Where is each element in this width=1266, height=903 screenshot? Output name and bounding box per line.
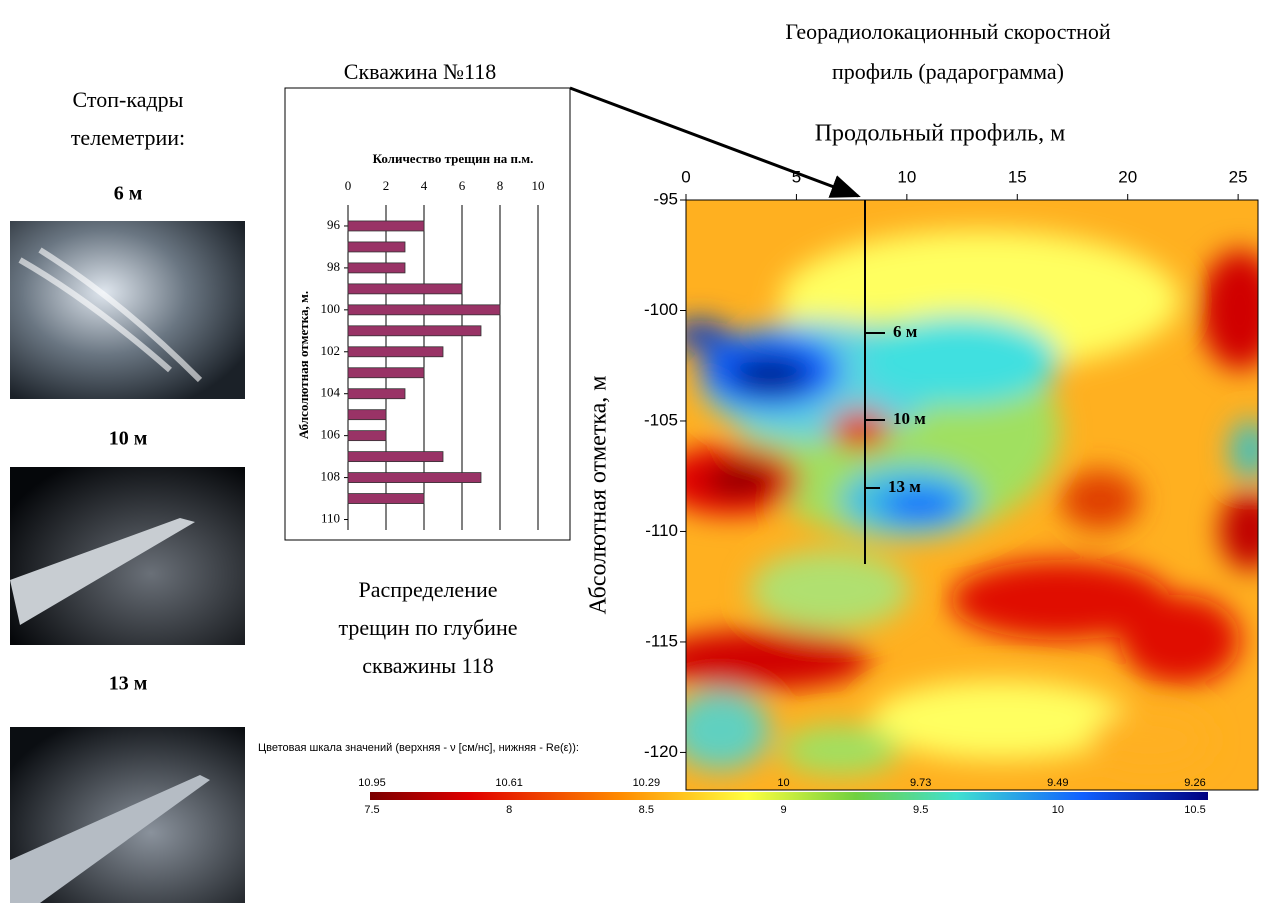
colorbar-label: 8 [506,804,512,816]
bar [347,325,482,337]
x-tick-label: 6 [459,178,466,193]
bar [347,304,501,316]
y-tick-label: 106 [321,427,341,442]
y-axis-label: Аблсолютная отметка, м. [296,291,311,439]
bar [347,346,444,358]
plot-frame [685,199,1259,791]
x-tick-label: 2 [383,178,390,193]
colorbar-label: 10 [777,777,789,789]
colorbar-label: 10 [1052,804,1064,816]
bar-title: Количество трещин на п.м. [373,151,534,166]
colorbar-label: 9.49 [1047,777,1068,789]
bar [347,388,406,400]
y-tick-label: -95 [653,189,678,208]
colorbar-label: 10.29 [633,777,661,789]
depth-label: 13 м [888,477,921,496]
profile-title: профиль (радарограмма) [832,59,1064,84]
bar [347,409,387,421]
y-tick-label: 100 [321,301,341,316]
colorbar-label: 7.5 [364,804,379,816]
bar [347,493,425,504]
contour-field [686,200,1258,790]
y-tick-label: 96 [327,217,341,232]
x-tick-label: 0 [345,178,352,193]
y-axis-label: Абсолютная отметка, м [586,376,612,615]
y-tick-label: -100 [644,300,678,319]
colorbar-label: 10.95 [358,777,386,789]
bar [347,451,444,463]
telemetry-title: Стоп-кадры [73,87,184,112]
arrow [569,86,861,198]
photo-detail [18,247,203,383]
y-tick-label: -115 [645,631,678,650]
bar-caption: скважины 118 [362,653,494,678]
profile-title: Георадиолокационный скоростной [785,19,1111,44]
y-tick-label: 98 [327,259,340,274]
colorbar [370,792,1208,800]
x-tick-label: 5 [792,167,801,186]
x-tick-label: 15 [1008,167,1027,186]
colorbar-title: Цветовая шкала значений (верхняя - ν [см… [258,742,579,754]
depth-label: 6 м [893,322,918,341]
colorbar-label: 9 [780,804,786,816]
x-axis-label: Продольный профиль, м [815,121,1066,147]
photo-detail [10,518,195,625]
colorbar-label: 8.5 [639,804,654,816]
x-tick-label: 25 [1229,167,1248,186]
bar [347,241,406,253]
bar-caption: Распределение [358,577,497,602]
x-tick-label: 8 [497,178,504,193]
depth-label: 10 м [893,409,926,428]
y-tick-label: -110 [645,521,678,540]
bar [347,367,425,379]
y-tick-label: 102 [321,343,341,358]
bar [347,283,463,295]
colorbar-label: 9.26 [1184,777,1205,789]
frame-label: 13 м [109,673,148,695]
y-tick-label: 104 [321,385,341,400]
bar-caption: трещин по глубине [338,615,517,640]
well-label: Скважина №118 [344,59,496,84]
bar [347,430,387,442]
colorbar-label: 10.61 [495,777,523,789]
colorbar-label: 9.73 [910,777,931,789]
bar [347,472,482,483]
telemetry-title: телеметрии: [71,125,185,150]
colorbar-label: 9.5 [913,804,928,816]
photo-detail [10,775,210,903]
x-tick-label: 10 [532,178,545,193]
x-tick-label: 10 [897,167,916,186]
y-tick-label: 110 [321,511,340,526]
colorbar-label: 10.5 [1184,804,1205,816]
frame-label: 6 м [114,183,143,205]
x-tick-label: 0 [681,167,690,186]
frame-label: 10 м [109,428,148,450]
x-tick-label: 20 [1118,167,1137,186]
y-tick-label: -105 [644,410,678,429]
y-tick-label: 108 [321,469,341,484]
bar [347,220,425,232]
bar [347,262,406,274]
y-tick-label: -120 [644,742,678,761]
x-tick-label: 4 [421,178,428,193]
